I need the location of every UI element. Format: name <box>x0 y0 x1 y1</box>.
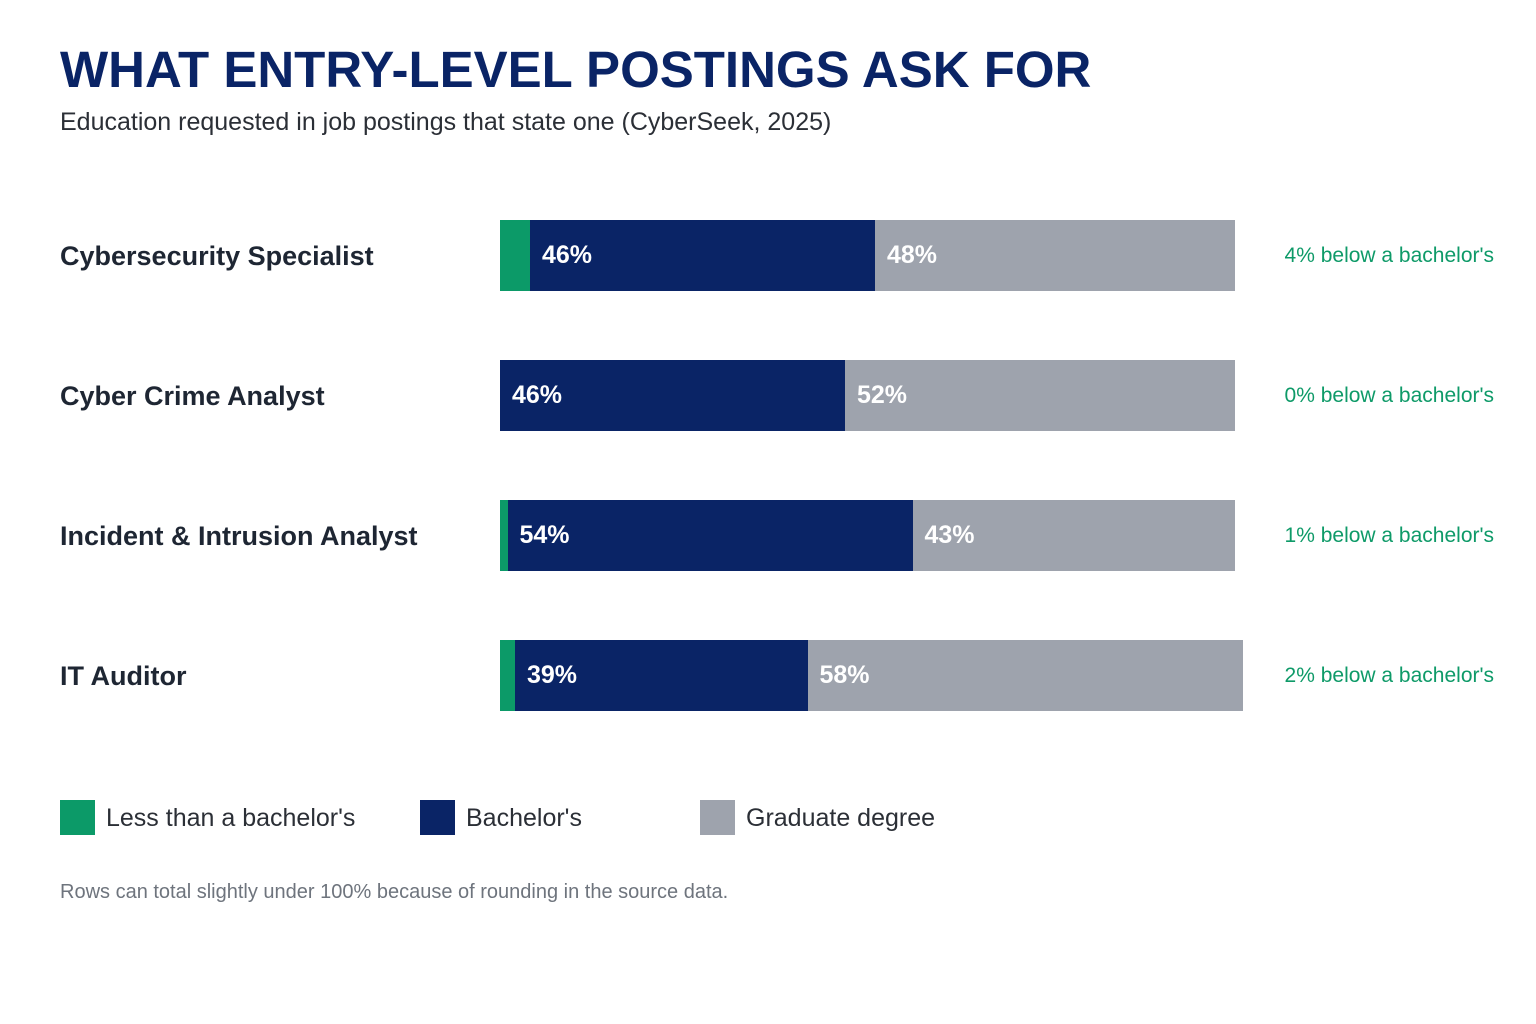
chart-subtitle: Education requested in job postings that… <box>60 108 832 136</box>
row-label-cyber-crime-analyst: Cyber Crime Analyst <box>60 380 325 411</box>
bar-segment-graduate-degree-cybersecurity-specialist <box>875 220 1235 291</box>
row-label-incident-and-intrusion-analyst: Incident & Intrusion Analyst <box>60 520 418 551</box>
bar-segment-bachelor-s-incident-and-intrusion-analyst <box>507 500 913 571</box>
footnote: Rows can total slightly under 100% becau… <box>60 881 729 903</box>
chart-title: WHAT ENTRY-LEVEL POSTINGS ASK FOR <box>60 41 1092 98</box>
row-note-it-auditor: 2% below a bachelor's <box>1284 663 1494 687</box>
bar-segment-bachelor-s-cyber-crime-analyst <box>500 360 845 431</box>
bar-segment-less-than-a-bachelor-s-incident-and-intrusion-analyst <box>500 500 508 571</box>
row-note-cybersecurity-specialist: 4% below a bachelor's <box>1284 243 1494 267</box>
legend-label-bachelor-s: Bachelor's <box>466 804 582 832</box>
legend-label-graduate-degree: Graduate degree <box>746 804 936 832</box>
data-label-bachelor-s-cybersecurity-specialist: 46% <box>542 241 593 269</box>
legend-label-less-than-a-bachelor-s: Less than a bachelor's <box>106 804 356 832</box>
bar-segment-graduate-degree-incident-and-intrusion-analyst <box>912 500 1235 571</box>
row-note-cyber-crime-analyst: 0% below a bachelor's <box>1284 383 1494 407</box>
data-label-graduate-degree-cybersecurity-specialist: 48% <box>887 241 938 269</box>
bar-segment-bachelor-s-it-auditor <box>515 640 808 711</box>
bar-segment-less-than-a-bachelor-s-it-auditor <box>500 640 515 711</box>
row-label-it-auditor: IT Auditor <box>60 660 187 691</box>
data-label-graduate-degree-cyber-crime-analyst: 52% <box>857 381 908 409</box>
data-label-graduate-degree-it-auditor: 58% <box>819 661 870 689</box>
row-label-cybersecurity-specialist: Cybersecurity Specialist <box>60 240 374 271</box>
data-label-bachelor-s-it-auditor: 39% <box>527 661 578 689</box>
legend-swatch-less-than-a-bachelor-s <box>60 800 95 835</box>
data-label-graduate-degree-incident-and-intrusion-analyst: 43% <box>924 521 975 549</box>
data-label-bachelor-s-incident-and-intrusion-analyst: 54% <box>519 521 570 549</box>
bar-segment-bachelor-s-cybersecurity-specialist <box>530 220 875 291</box>
legend-swatch-bachelor-s <box>420 800 455 835</box>
bar-segment-less-than-a-bachelor-s-cybersecurity-specialist <box>500 220 530 291</box>
row-note-incident-and-intrusion-analyst: 1% below a bachelor's <box>1284 523 1494 547</box>
bar-segment-graduate-degree-cyber-crime-analyst <box>845 360 1235 431</box>
bar-segment-graduate-degree-it-auditor <box>807 640 1243 711</box>
legend-swatch-graduate-degree <box>700 800 735 835</box>
data-label-bachelor-s-cyber-crime-analyst: 46% <box>512 381 563 409</box>
